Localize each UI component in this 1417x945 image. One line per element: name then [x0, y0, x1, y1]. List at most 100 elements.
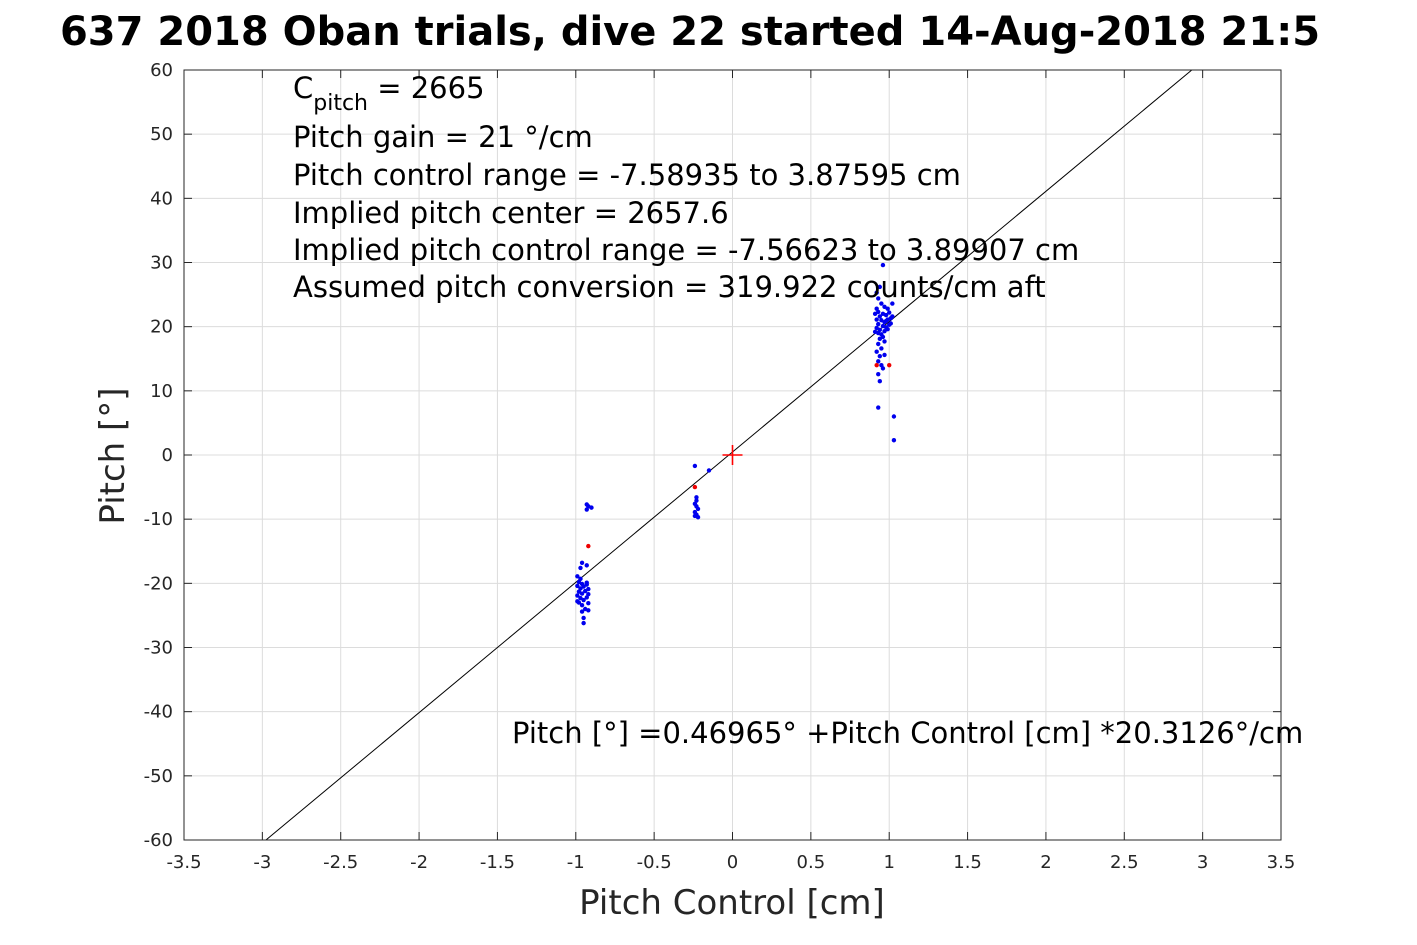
- data-point: [584, 595, 589, 600]
- plot-frame: [183, 69, 1282, 841]
- data-point: [888, 316, 893, 321]
- data-point: [872, 329, 878, 334]
- annotation-pitch-gain: Pitch gain = 21 °/cm: [293, 120, 593, 154]
- data-point: [887, 310, 892, 315]
- data-point: [582, 588, 588, 594]
- data-point-highlight: [887, 362, 892, 368]
- x-tick-label: 0: [727, 852, 738, 873]
- annotation-implied-center: Implied pitch center = 2657.6: [293, 196, 729, 230]
- cpitch-value: = 2665: [368, 71, 485, 105]
- data-point: [877, 379, 883, 384]
- data-point: [575, 583, 580, 589]
- y-axis-label: Pitch [°]: [93, 387, 133, 524]
- y-tick-label: 10: [150, 381, 173, 402]
- y-tick-label: -20: [144, 573, 173, 594]
- y-tick-label: -60: [144, 830, 173, 851]
- data-point: [883, 312, 889, 318]
- data-point: [874, 290, 879, 295]
- x-tick-label: -2: [410, 852, 428, 873]
- y-tick-label: -40: [144, 702, 173, 723]
- data-point-highlight: [874, 362, 879, 368]
- data-point: [589, 505, 594, 510]
- x-tick-label: 0.5: [797, 852, 826, 873]
- data-point: [584, 507, 589, 512]
- annotation-control-range: Pitch control range = -7.58935 to 3.8759…: [293, 158, 961, 192]
- data-point: [877, 336, 883, 342]
- y-tick-label: -10: [144, 509, 173, 530]
- data-point: [584, 502, 589, 507]
- data-point-highlight: [586, 543, 591, 549]
- x-tick-label: 3.5: [1267, 852, 1296, 873]
- x-axis-label: Pitch Control [cm]: [579, 883, 885, 923]
- data-point: [578, 565, 583, 571]
- data-point: [694, 495, 699, 500]
- data-point: [885, 306, 890, 311]
- data-point: [874, 317, 879, 322]
- data-point: [891, 438, 897, 443]
- data-point: [581, 615, 586, 621]
- x-tick-label: 2: [1040, 852, 1051, 873]
- data-point: [872, 311, 878, 317]
- fit-equation: Pitch [°] =0.46965° +Pitch Control [cm] …: [512, 716, 1303, 750]
- data-point: [575, 574, 580, 579]
- data-point: [876, 371, 881, 377]
- data-point: [579, 560, 585, 565]
- y-tick-label: -50: [144, 766, 173, 787]
- annotation-cpitch: Cpitch = 2665: [293, 71, 485, 116]
- x-tick-label: 1: [883, 852, 894, 873]
- chart-title: 637 2018 Oban trials, dive 22 started 14…: [60, 9, 1320, 55]
- data-point: [876, 296, 881, 301]
- x-tick-label: -3: [253, 852, 271, 873]
- data-point: [706, 468, 712, 473]
- data-point: [891, 414, 897, 419]
- data-point: [581, 620, 586, 626]
- data-point: [890, 301, 895, 306]
- data-point: [882, 339, 887, 344]
- data-point: [579, 591, 585, 596]
- data-point: [880, 366, 886, 371]
- data-point: [876, 405, 881, 410]
- y-tick-label: 50: [150, 124, 173, 145]
- data-point: [874, 349, 879, 354]
- x-tick-label: -3.5: [166, 852, 201, 873]
- data-point: [879, 346, 884, 351]
- data-point: [692, 513, 698, 519]
- data-point: [883, 318, 889, 324]
- data-point: [581, 597, 586, 603]
- data-point: [575, 593, 580, 598]
- data-point-highlight: [692, 484, 698, 490]
- data-point: [695, 506, 701, 512]
- annotation-implied-range: Implied pitch control range = -7.56623 t…: [293, 233, 1079, 267]
- x-tick-label: -1.5: [480, 852, 515, 873]
- annotation-block: Cpitch = 2665 Pitch gain = 21 °/cm Pitch…: [293, 71, 1079, 304]
- data-point: [692, 463, 698, 469]
- y-tick-label: 0: [162, 445, 173, 466]
- points-group: [575, 262, 897, 626]
- data-point: [876, 359, 881, 364]
- data-point: [879, 301, 884, 306]
- x-tick-label: 3: [1197, 852, 1208, 873]
- x-tick-label: -2.5: [323, 852, 358, 873]
- annotation-conversion: Assumed pitch conversion = 319.922 count…: [293, 270, 1046, 304]
- x-tick-label: 2.5: [1110, 852, 1139, 873]
- y-tick-label: -30: [144, 638, 173, 659]
- y-tick-label: 30: [150, 253, 173, 274]
- cpitch-subscript: pitch: [313, 91, 368, 116]
- data-point: [877, 284, 883, 290]
- data-point: [579, 602, 585, 608]
- y-tick-label: 20: [150, 317, 173, 338]
- x-tick-labels: -3.5 -3 -2.5 -2 -1.5 -1 -0.5 0 0.5 1 1.5 2 2.5 3 3.5: [166, 852, 1295, 873]
- data-point: [882, 352, 887, 358]
- data-point: [584, 563, 589, 568]
- data-point: [584, 580, 589, 585]
- cpitch-main: C: [293, 71, 313, 105]
- data-point: [876, 341, 881, 347]
- data-point: [880, 262, 886, 268]
- data-point: [579, 609, 585, 614]
- data-point: [885, 327, 890, 332]
- data-point: [586, 601, 591, 606]
- data-point: [586, 608, 591, 613]
- data-point: [877, 314, 883, 319]
- x-tick-label: -1: [567, 852, 585, 873]
- y-tick-labels: -60 -50 -40 -30 -20 -10 0 10 20 30 40 50 60: [144, 60, 173, 851]
